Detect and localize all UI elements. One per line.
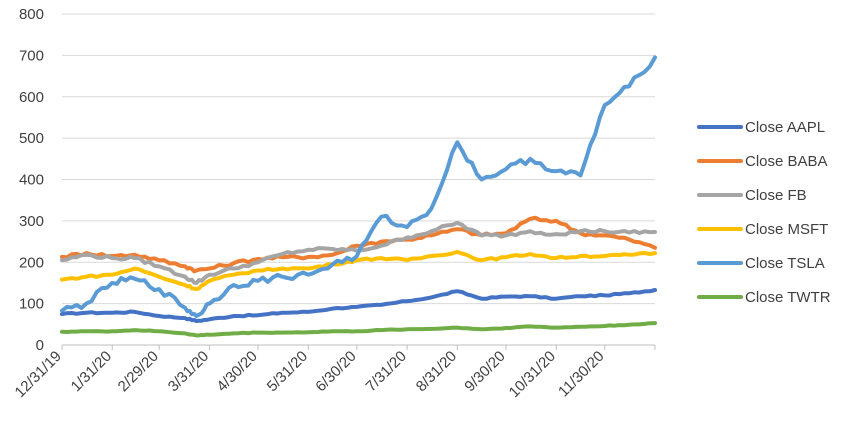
x-tick-label: 12/31/19 bbox=[12, 348, 65, 401]
y-tick-label: 100 bbox=[19, 296, 44, 313]
legend-label: Close FB bbox=[745, 187, 807, 204]
y-tick-label: 700 bbox=[19, 47, 44, 64]
legend-item: Close MSFT bbox=[697, 221, 828, 238]
y-tick-label: 600 bbox=[19, 89, 44, 106]
legend-item: Close TWTR bbox=[697, 289, 831, 306]
y-tick-label: 500 bbox=[19, 130, 44, 147]
legend-item: Close AAPL bbox=[697, 119, 825, 136]
legend-item: Close FB bbox=[697, 187, 807, 204]
x-tick-label: 8/31/20 bbox=[413, 348, 460, 395]
x-tick-label: 2/29/20 bbox=[115, 348, 162, 395]
legend-label: Close MSFT bbox=[745, 221, 828, 238]
series-lines bbox=[60, 55, 657, 338]
x-tick-label: 10/31/20 bbox=[506, 348, 559, 401]
x-tick-label: 6/30/20 bbox=[312, 348, 359, 395]
series-line-close-twtr bbox=[60, 321, 657, 338]
x-tick-label: 7/31/20 bbox=[363, 348, 410, 395]
x-axis-tick-labels: 12/31/19 1/31/20 2/29/20 3/31/20 4/30/20 5/31… bbox=[12, 348, 608, 401]
axes bbox=[61, 344, 656, 350]
legend-label: Close TSLA bbox=[745, 255, 825, 272]
y-axis-tick-labels: 0 100 200 300 400 500 600 700 800 bbox=[19, 6, 44, 354]
y-tick-label: 400 bbox=[19, 172, 44, 189]
x-tick-label: 3/31/20 bbox=[165, 348, 212, 395]
series-line-close-fb bbox=[60, 220, 657, 285]
x-tick-label: 1/31/20 bbox=[68, 348, 115, 395]
legend-label: Close AAPL bbox=[745, 119, 825, 136]
x-tick-label: 4/30/20 bbox=[213, 348, 260, 395]
legend-label: Close TWTR bbox=[745, 289, 831, 306]
y-tick-label: 800 bbox=[19, 6, 44, 23]
y-tick-label: 300 bbox=[19, 213, 44, 230]
y-tick-label: 0 bbox=[36, 337, 44, 354]
series-line-close-aapl bbox=[60, 288, 657, 323]
x-tick-label: 5/31/20 bbox=[264, 348, 311, 395]
legend-label: Close BABA bbox=[745, 153, 828, 170]
x-tick-label: 11/30/20 bbox=[555, 348, 608, 401]
gridlines bbox=[62, 13, 655, 305]
y-tick-label: 200 bbox=[19, 254, 44, 271]
legend: Close AAPL Close BABA Close FB Close MSFT Cl… bbox=[697, 119, 831, 306]
legend-item: Close BABA bbox=[697, 153, 828, 170]
legend-item: Close TSLA bbox=[697, 255, 825, 272]
series-line-close-tsla bbox=[60, 55, 657, 318]
x-tick-label: 9/30/20 bbox=[461, 348, 508, 395]
